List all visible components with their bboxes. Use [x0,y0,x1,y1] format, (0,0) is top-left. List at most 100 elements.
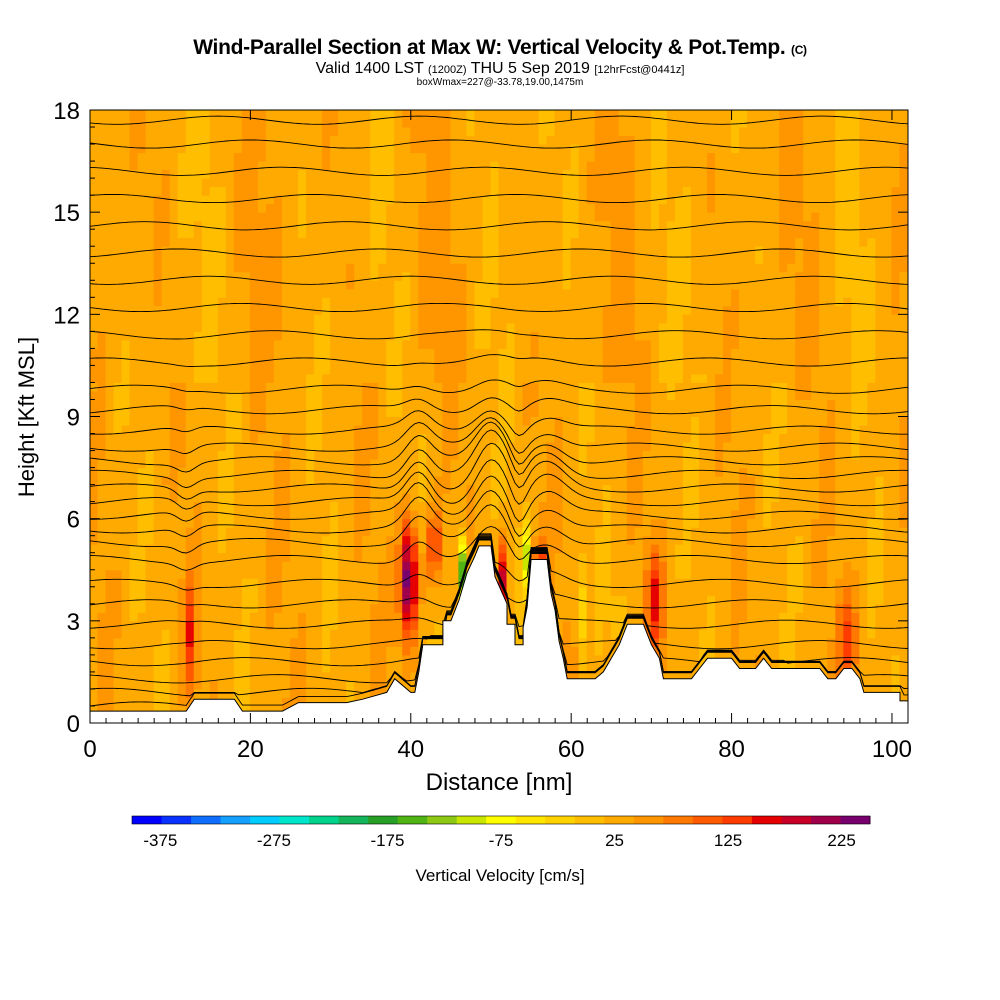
velocity-cell [257,611,267,622]
velocity-cell [338,330,348,341]
velocity-cell [578,671,588,681]
velocity-cell [241,245,251,256]
velocity-cell [249,279,259,290]
velocity-cell [578,126,588,137]
velocity-cell [289,645,300,656]
velocity-cell [578,118,588,128]
velocity-cell [554,416,564,426]
velocity-cell [169,373,179,383]
velocity-cell [578,441,588,452]
velocity-cell [185,611,195,622]
velocity-cell [410,645,420,656]
velocity-cell [314,662,324,673]
velocity-cell [346,160,356,171]
velocity-cell [602,347,612,358]
velocity-cell [618,611,628,622]
velocity-cell [177,177,187,188]
velocity-cell [602,381,612,392]
velocity-cell [490,467,500,477]
velocity-cell [562,313,572,324]
velocity-cell [354,271,364,281]
velocity-cell [113,135,123,145]
velocity-cell [169,390,179,400]
velocity-cell [370,467,380,477]
velocity-cell [554,177,564,188]
velocity-cell [442,416,452,426]
velocity-cell [354,160,364,171]
velocity-cell [450,552,460,562]
velocity-cell [90,611,99,622]
velocity-cell [554,364,564,375]
velocity-cell [97,305,107,315]
velocity-cell [330,662,340,673]
velocity-cell [322,654,332,664]
velocity-cell [169,262,179,273]
velocity-cell [538,237,548,247]
velocity-cell [370,160,380,171]
velocity-cell [458,118,468,128]
velocity-cell [594,569,604,579]
velocity-cell [482,509,492,520]
velocity-cell [338,356,348,366]
velocity-cell [578,194,588,205]
velocity-cell [530,143,540,154]
velocity-cell [257,135,267,145]
velocity-cell [161,501,171,511]
velocity-cell [209,390,219,400]
velocity-cell [506,526,516,537]
velocity-cell [265,152,275,162]
velocity-cell [281,390,291,400]
velocity-cell [394,305,404,315]
velocity-cell [289,552,300,562]
velocity-cell [322,364,332,375]
velocity-cell [153,407,163,417]
velocity-cell [145,339,155,349]
velocity-cell [394,313,404,324]
velocity-cell [121,194,131,205]
velocity-cell [354,586,364,596]
velocity-cell [354,305,364,315]
velocity-cell [169,475,179,486]
velocity-cell [378,245,388,256]
velocity-cell [514,262,524,273]
velocity-cell [370,390,380,400]
velocity-cell [241,262,251,273]
velocity-cell [145,705,155,715]
velocity-cell [362,390,372,400]
velocity-cell [97,645,107,656]
velocity-cell [458,313,468,324]
velocity-cell [257,313,267,324]
velocity-cell [546,228,556,239]
velocity-cell [298,441,308,452]
velocity-cell [538,118,548,128]
velocity-cell [466,237,476,247]
velocity-cell [217,458,227,469]
velocity-cell [594,296,604,307]
velocity-cell [450,152,460,162]
velocity-cell [209,679,219,690]
velocity-cell [225,271,235,281]
velocity-cell [322,509,332,520]
velocity-cell [177,364,187,375]
velocity-cell [570,160,580,171]
velocity-cell [97,611,107,622]
velocity-cell [578,373,588,383]
velocity-cell [506,211,516,222]
velocity-cell [225,313,235,324]
velocity-cell [169,254,179,264]
velocity-cell [530,381,540,392]
velocity-cell [490,237,500,247]
velocity-cell [498,356,508,366]
velocity-cell [233,671,243,681]
velocity-cell [314,381,324,392]
velocity-cell [370,330,380,341]
velocity-cell [602,620,612,630]
velocity-cell [233,118,243,128]
velocity-cell [402,237,412,247]
velocity-cell [233,586,243,596]
velocity-cell [233,296,243,307]
velocity-cell [314,398,324,409]
velocity-cell [610,135,620,145]
velocity-cell [145,364,155,375]
velocity-cell [322,203,332,213]
